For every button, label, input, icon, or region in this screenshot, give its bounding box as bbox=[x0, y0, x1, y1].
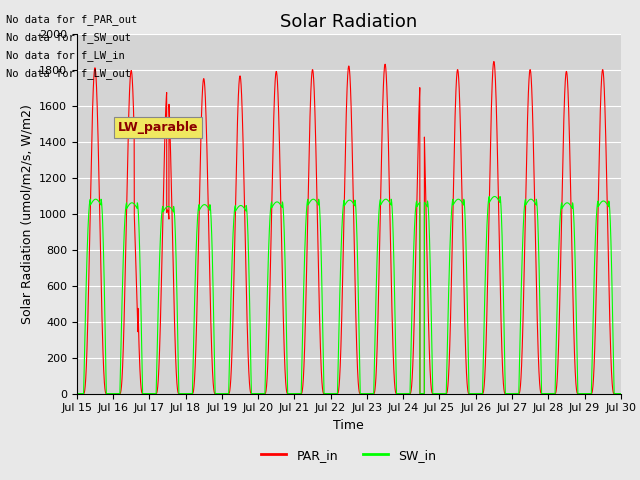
Text: No data for f_SW_out: No data for f_SW_out bbox=[6, 32, 131, 43]
Text: No data for f_LW_in: No data for f_LW_in bbox=[6, 50, 125, 61]
Text: No data for f_PAR_out: No data for f_PAR_out bbox=[6, 13, 138, 24]
Text: LW_parable: LW_parable bbox=[118, 121, 198, 134]
Y-axis label: Solar Radiation (umol/m2/s, W/m2): Solar Radiation (umol/m2/s, W/m2) bbox=[20, 104, 33, 324]
Legend: PAR_in, SW_in: PAR_in, SW_in bbox=[257, 444, 441, 467]
Text: No data for f_LW_out: No data for f_LW_out bbox=[6, 68, 131, 79]
X-axis label: Time: Time bbox=[333, 419, 364, 432]
Title: Solar Radiation: Solar Radiation bbox=[280, 12, 417, 31]
